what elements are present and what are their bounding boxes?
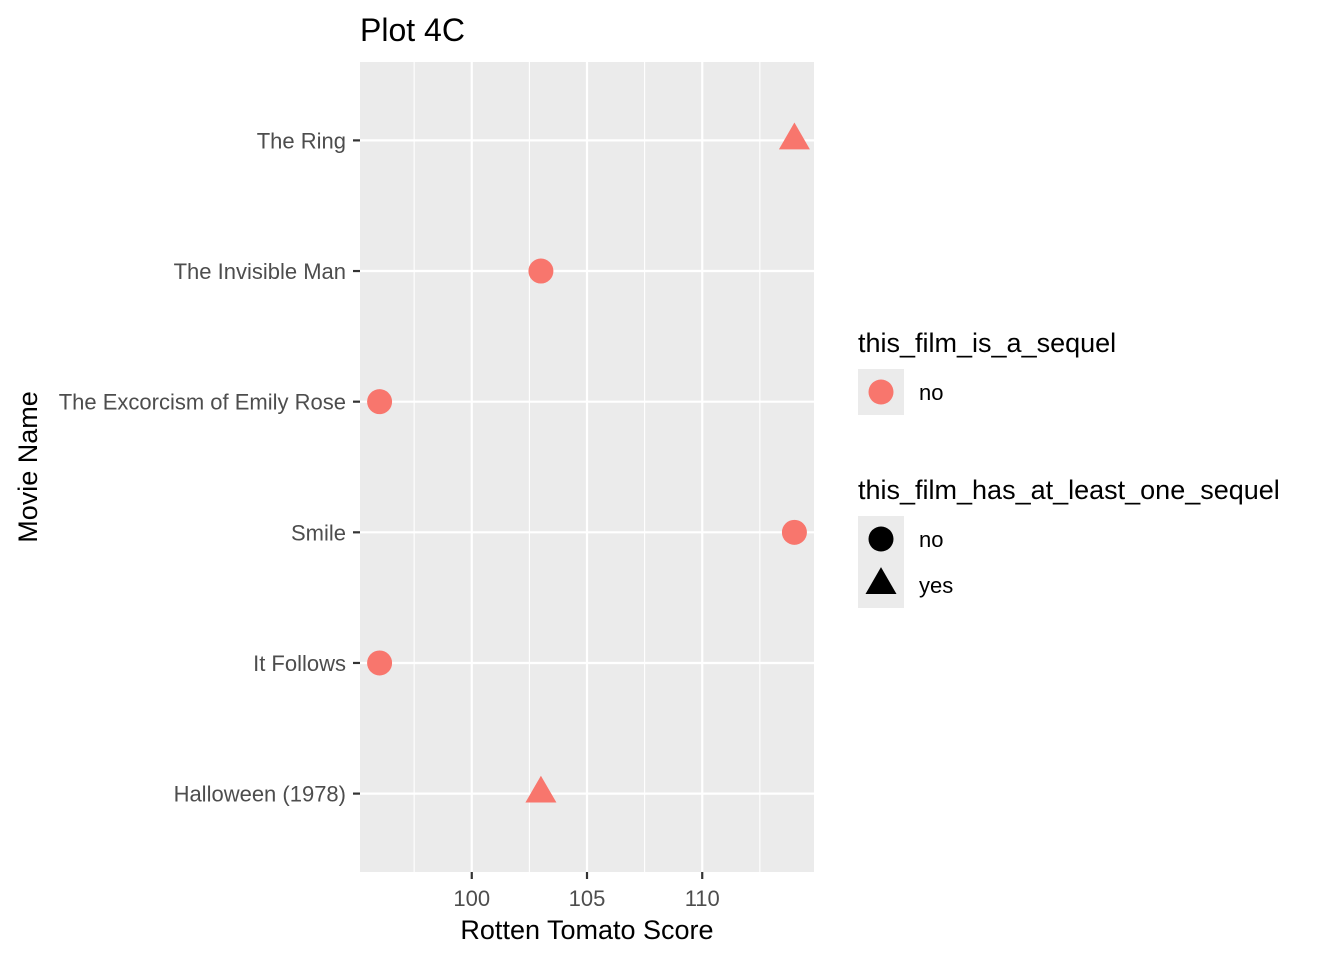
legend-label: no xyxy=(919,380,943,405)
y-tick-label: The Excorcism of Emily Rose xyxy=(59,390,346,415)
grid-minor xyxy=(413,62,761,872)
y-tick-label: The Ring xyxy=(257,128,346,153)
data-point-circle xyxy=(367,650,393,676)
legend-label: no xyxy=(919,527,943,552)
x-axis-title: Rotten Tomato Score xyxy=(460,915,713,945)
data-point-triangle xyxy=(525,775,557,803)
legend-label: yes xyxy=(919,573,953,598)
grid-major xyxy=(360,62,814,872)
y-axis-title: Movie Name xyxy=(13,391,43,543)
y-tick-label: It Follows xyxy=(253,651,346,676)
legend-key-triangle xyxy=(865,567,897,594)
legend-title: this_film_has_at_least_one_sequel xyxy=(858,475,1280,505)
y-tick-label: Smile xyxy=(291,520,346,545)
y-axis: Halloween (1978) It Follows Smile The Excor… xyxy=(59,128,360,807)
data-point-circle xyxy=(528,258,554,284)
chart-title: Plot 4C xyxy=(360,12,465,48)
data-point-circle xyxy=(781,519,807,545)
y-tick-label: The Invisible Man xyxy=(174,259,346,284)
legend-key-circle xyxy=(868,379,894,405)
data-point-circle xyxy=(367,389,393,415)
x-tick-label: 110 xyxy=(685,886,720,911)
data-points xyxy=(367,122,810,803)
y-tick-label: Halloween (1978) xyxy=(174,782,346,807)
x-tick-label: 100 xyxy=(453,886,490,911)
x-tick-label: 105 xyxy=(569,886,606,911)
legend-key-circle xyxy=(868,526,894,552)
x-axis: 100 105 110 xyxy=(453,872,720,911)
legend-title: this_film_is_a_sequel xyxy=(858,328,1116,358)
data-point-triangle xyxy=(778,122,810,150)
